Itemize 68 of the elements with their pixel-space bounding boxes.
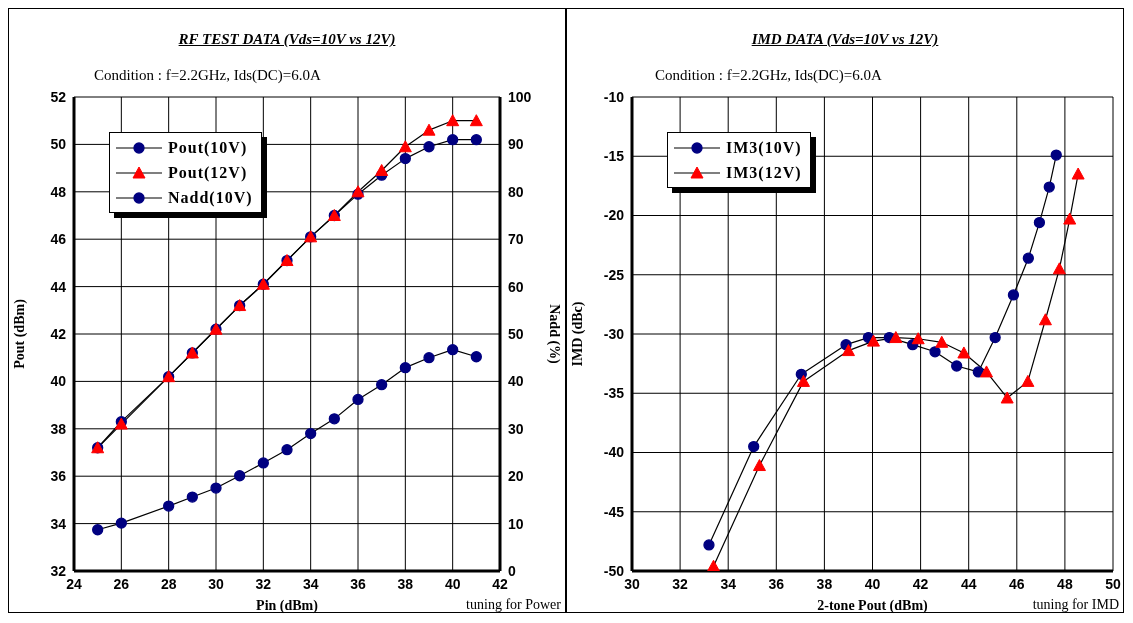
x-axis-title: Pin (dBm)	[256, 598, 318, 613]
legend-label: Pout(10V)	[168, 138, 248, 157]
x-tick-label: 44	[960, 575, 977, 592]
legend-label: Nadd(10V)	[168, 188, 253, 207]
x-tick-label: 50	[1105, 575, 1121, 592]
y-tick-label: 34	[50, 515, 67, 532]
legend-label: Pout(12V)	[168, 163, 248, 182]
y-tick-label: -30	[603, 325, 625, 342]
x-tick-label: 42	[492, 575, 508, 592]
x-tick-label: 38	[397, 575, 414, 592]
x-tick-label: 40	[864, 575, 881, 592]
y-axis-title: IMD (dBc)	[569, 301, 586, 367]
y2-tick-label: 30	[508, 420, 524, 437]
y2-axis-title: Nadd (%)	[546, 304, 563, 365]
y-tick-label: -20	[603, 207, 625, 224]
chart-title: RF TEST DATA (Vds=10V vs 12V)	[177, 31, 397, 48]
y-tick-label: 42	[50, 325, 67, 342]
y2-tick-label: 0	[508, 562, 516, 579]
y-tick-label: 38	[50, 420, 67, 437]
y2-tick-label: 40	[508, 373, 524, 390]
y-tick-label: 46	[50, 231, 67, 248]
y-tick-label: 44	[50, 278, 67, 295]
x-tick-label: 34	[302, 575, 319, 592]
y-tick-label: -10	[603, 88, 625, 105]
legend-label: IM3(12V)	[726, 163, 802, 182]
y-tick-label: 36	[50, 468, 67, 485]
y-axis-title: Pout (dBm)	[11, 298, 28, 369]
y2-tick-label: 100	[508, 88, 532, 105]
x-tick-label: 36	[350, 575, 366, 592]
y-tick-label: 52	[50, 88, 67, 105]
text: tuning for Power	[466, 597, 561, 612]
x-tick-label: 42	[912, 575, 929, 592]
y-tick-label: -45	[603, 503, 625, 520]
x-tick-label: 30	[208, 575, 224, 592]
x-tick-label: 36	[768, 575, 785, 592]
y2-tick-label: 90	[508, 136, 524, 153]
text: tuning for IMD	[1032, 597, 1119, 612]
y2-tick-label: 20	[508, 468, 524, 485]
y2-tick-label: 50	[508, 325, 524, 342]
y-tick-label: -25	[603, 266, 625, 283]
x-tick-label: 34	[720, 575, 737, 592]
chart-title: IMD DATA (Vds=10V vs 12V)	[750, 31, 940, 48]
y-tick-label: -50	[603, 562, 625, 579]
x-tick-label: 32	[255, 575, 272, 592]
legend-label: IM3(10V)	[726, 138, 802, 157]
y-tick-label: 40	[50, 373, 67, 390]
x-tick-label: 28	[160, 575, 177, 592]
text: Condition : f=2.2GHz, Ids(DC)=6.0A	[655, 67, 882, 84]
y2-tick-label: 70	[508, 231, 524, 248]
x-tick-label: 30	[624, 575, 640, 592]
x-tick-label: 32	[672, 575, 689, 592]
y-tick-label: -35	[603, 385, 625, 402]
y2-tick-label: 60	[508, 278, 524, 295]
y-tick-label: 32	[50, 562, 67, 579]
x-tick-label: 48	[1057, 575, 1073, 592]
y2-tick-label: 80	[508, 183, 524, 200]
x-tick-label: 38	[816, 575, 833, 592]
y2-tick-label: 10	[508, 515, 524, 532]
y-tick-label: -40	[603, 444, 625, 461]
x-axis-title: 2-tone Pout (dBm)	[817, 598, 928, 613]
y-tick-label: 48	[50, 183, 67, 200]
x-tick-label: 24	[66, 575, 82, 592]
y-tick-label: 50	[50, 136, 67, 153]
text: Condition : f=2.2GHz, Ids(DC)=6.0A	[94, 67, 321, 84]
x-tick-label: 26	[113, 575, 130, 592]
x-tick-label: 46	[1009, 575, 1025, 592]
x-tick-label: 40	[444, 575, 461, 592]
y-tick-label: -15	[603, 148, 625, 165]
